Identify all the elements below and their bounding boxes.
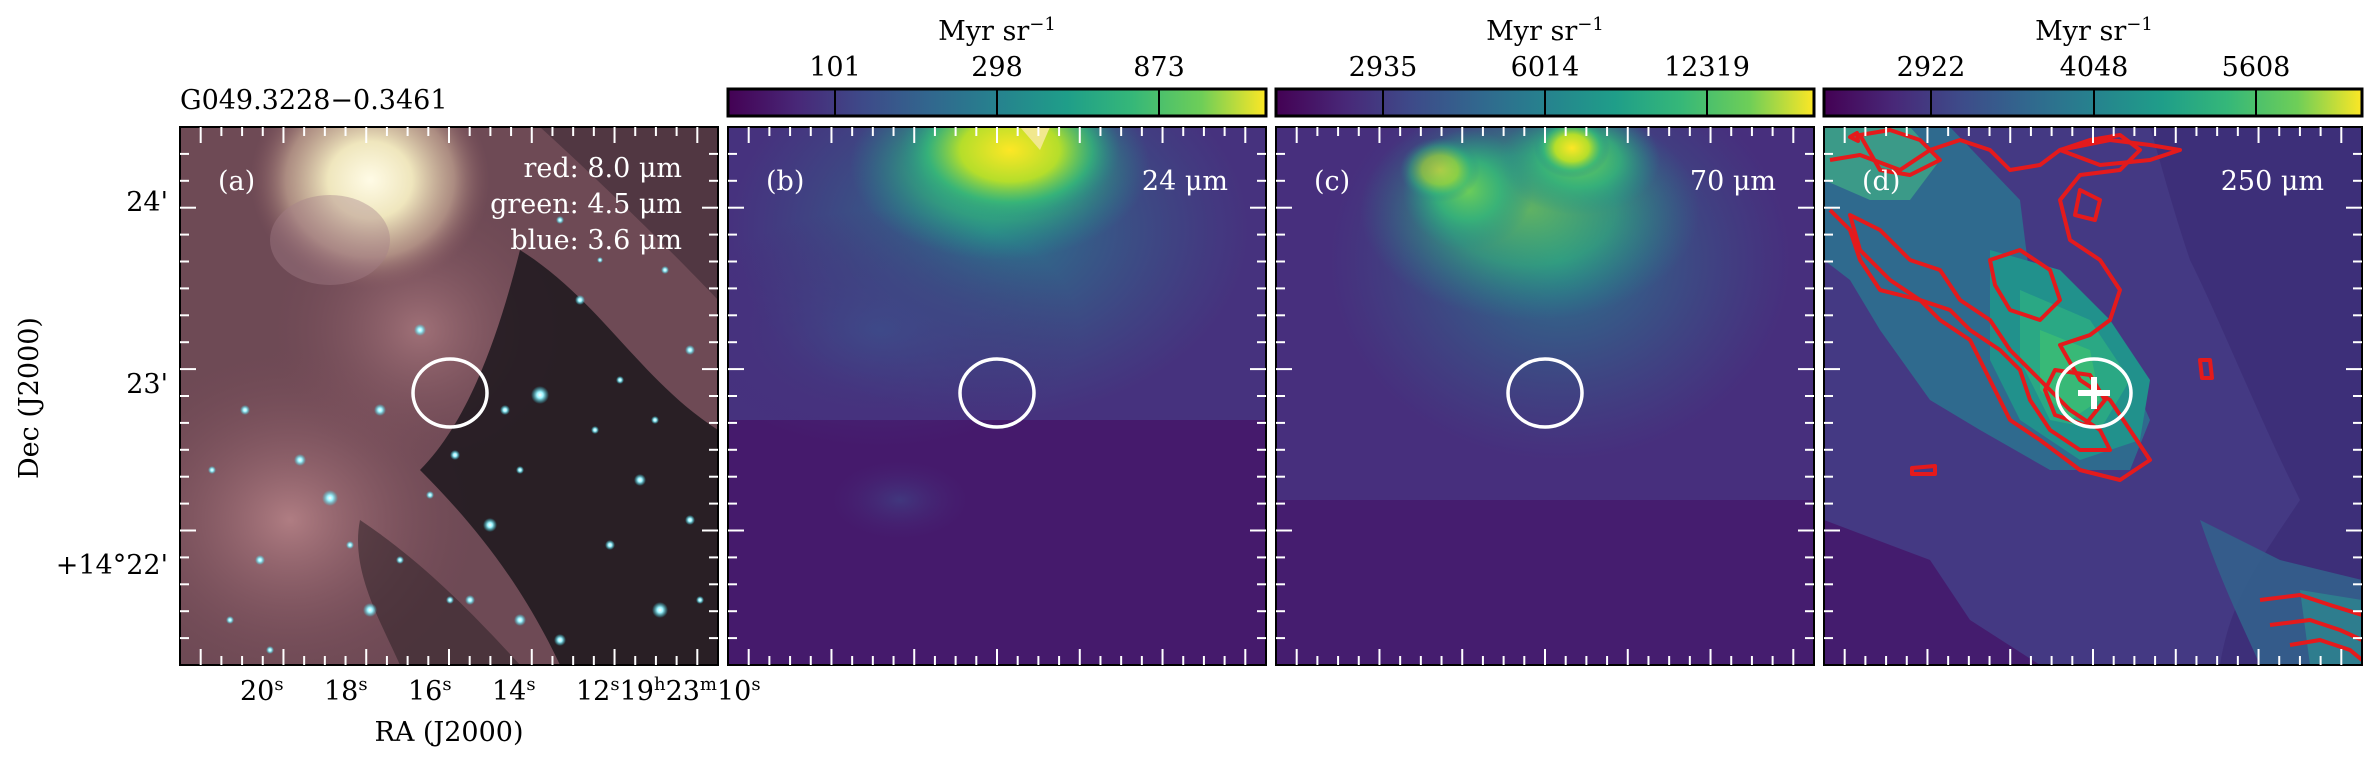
contour-lines [1828,128,2362,662]
colorbar-tick-label: 5608 [2222,52,2291,83]
star-point [616,376,624,384]
star-point [266,646,274,654]
colorbar-tick-label: 12319 [1664,52,1750,83]
star-point [556,216,564,224]
panel-d-250um-image: (d) 250 μm [1823,126,2363,666]
star-point [426,491,434,499]
panel-a-rgb-image: (a) red: 8.0 μm green: 4.5 μm blue: 3.6 … [179,126,719,666]
ra-tick-label: 12s19h23m10s [576,674,761,707]
star-point [255,555,265,565]
star-point [363,603,377,617]
star-point [696,596,704,604]
star-point [500,405,510,415]
dec-tick-label: 23' [126,369,168,400]
panel-letter: (d) [1862,166,1900,197]
panel-wavelength-label: 70 μm [1690,166,1776,197]
colorbar-unit-label: Myr sr−1 [938,14,1056,47]
star-point [554,634,566,646]
star-point [661,266,669,274]
target-aperture-circle [2055,357,2133,429]
target-aperture-circle [411,357,489,429]
dec-tick-label: +14°22' [56,550,168,581]
colorbar-b: Myr sr−1 101 298 873 [726,14,1268,118]
source-name-label: G049.3228−0.3461 [180,85,448,116]
panel-letter: (b) [766,166,804,197]
star-point [240,405,250,415]
colorbar-tick-label: 873 [1133,52,1185,83]
colorbar-c: Myr sr−1 2935 6014 12319 [1274,14,1816,118]
legend-blue: blue: 3.6 μm [510,225,682,256]
legend-red: red: 8.0 μm [523,153,682,184]
colorbar-tick-label: 2935 [1349,52,1418,83]
legend-green: green: 4.5 μm [490,189,682,220]
axis-ticks [180,127,2362,665]
star-point [514,614,526,626]
star-point [575,295,585,305]
target-aperture-circle [1506,357,1584,429]
star-point [685,345,695,355]
colorbar-unit-label: Myr sr−1 [1486,14,1604,47]
star-point [465,595,475,605]
colorbar-tick-label: 101 [809,52,861,83]
colorbar-unit-label: Myr sr−1 [2035,14,2153,47]
star-point [414,324,426,336]
star-point [605,540,615,550]
star-point [294,454,306,466]
star-point [591,426,599,434]
panel-letter: (c) [1314,166,1350,197]
ra-tick-label: 14s [492,674,536,707]
colorbar-tick-label: 4048 [2060,52,2129,83]
star-point [685,515,695,525]
colorbar-tick-label: 6014 [1511,52,1580,83]
star-point [208,466,216,474]
star-point [483,518,497,532]
panel-c-70um-image: (c) 70 μm [1275,126,1815,666]
panel-b-24um-image: (b) 24 μm [727,126,1267,666]
ra-tick-label: 20s [240,674,284,707]
star-point [597,257,603,263]
ra-tick-labels: 20s 18s 16s 14s 12s19h23m10s [240,674,761,707]
y-axis-label: Dec (J2000) [14,317,45,479]
ra-tick-label: 16s [408,674,452,707]
star-point [634,474,646,486]
star-point [651,416,659,424]
star-point [450,450,460,460]
panel-wavelength-label: 24 μm [1142,166,1228,197]
colorbar-d: Myr sr−1 2922 4048 5608 [1822,14,2364,118]
star-point [652,602,668,618]
panel-letter: (a) [218,166,255,197]
star-point [226,616,234,624]
target-aperture-circle [958,357,1036,429]
peak-position-cross [2078,377,2110,409]
star-point [531,386,549,404]
star-point [516,466,524,474]
x-axis-label: RA (J2000) [374,717,523,748]
colorbar-tick-label: 2922 [1897,52,1966,83]
star-point [346,541,354,549]
star-point [396,556,404,564]
star-point [322,490,338,506]
colorbar-tick-label: 298 [971,52,1023,83]
star-point [374,404,386,416]
dec-tick-label: 24' [126,187,168,218]
panel-wavelength-label: 250 μm [2221,166,2324,197]
star-point [446,596,454,604]
ra-tick-label: 18s [324,674,368,707]
